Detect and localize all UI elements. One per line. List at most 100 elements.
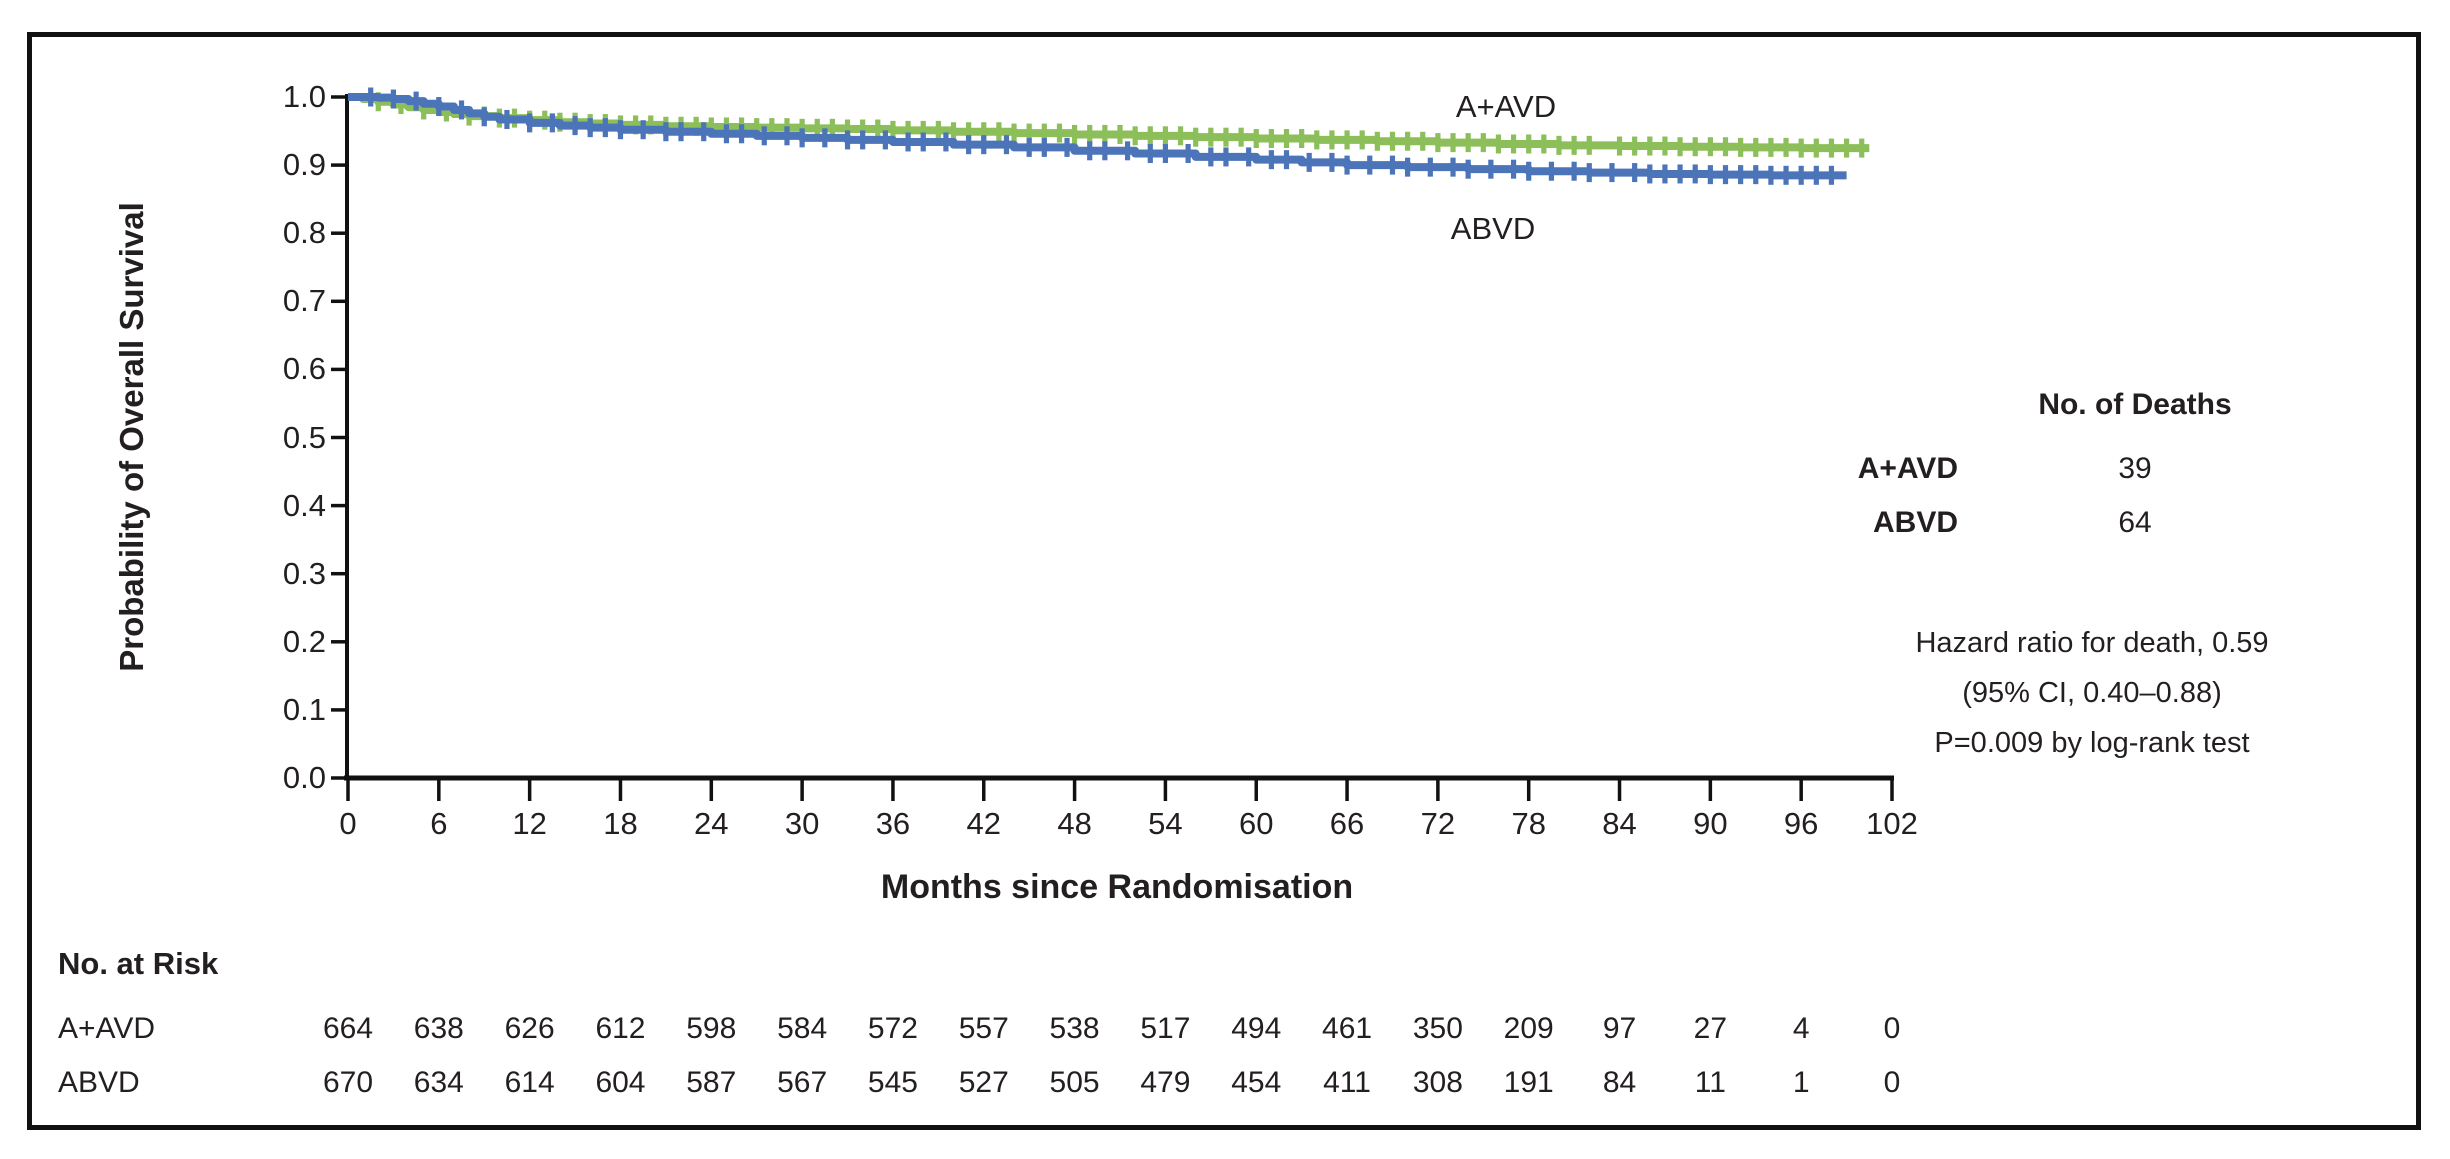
censor-tick — [1738, 165, 1744, 185]
deaths-row-label-a-avd: A+AVD — [1857, 452, 1958, 485]
risk-value: 505 — [1049, 1066, 1100, 1099]
censor-tick — [1026, 123, 1032, 143]
risk-value: 0 — [1883, 1012, 1901, 1045]
censor-tick — [1268, 150, 1274, 170]
risk-value: 494 — [1231, 1012, 1282, 1045]
censor-tick — [436, 97, 442, 117]
censor-tick — [648, 115, 654, 135]
censor-tick — [602, 118, 608, 138]
censor-tick — [769, 118, 775, 138]
x-tick-label: 6 — [430, 806, 448, 841]
risk-row-label-abvd: ABVD — [58, 1066, 140, 1099]
censor-tick — [1480, 133, 1486, 153]
risk-value: 634 — [413, 1066, 464, 1099]
censor-tick — [1662, 136, 1668, 156]
censor-tick — [1389, 131, 1396, 151]
risk-table-title: No. at Risk — [58, 946, 219, 981]
censor-tick — [1798, 138, 1804, 158]
censor-tick — [1813, 138, 1819, 158]
risk-value: 612 — [595, 1012, 646, 1045]
risk-value: 350 — [1412, 1012, 1463, 1045]
censor-tick — [1828, 165, 1835, 185]
censor-tick — [368, 87, 374, 107]
risk-value: 626 — [504, 1012, 555, 1045]
censor-tick — [693, 116, 699, 136]
risk-value: 461 — [1322, 1012, 1373, 1045]
censor-tick — [572, 116, 578, 136]
censor-tick — [1510, 134, 1517, 154]
y-tick-label: 0.5 — [282, 419, 326, 455]
x-tick-label: 12 — [512, 806, 547, 841]
censor-tick — [1495, 134, 1502, 154]
risk-value: 670 — [322, 1066, 374, 1099]
censor-tick — [1692, 164, 1698, 184]
censor-tick — [1435, 133, 1441, 153]
censor-tick — [950, 122, 957, 142]
censor-tick — [1223, 127, 1229, 147]
censor-tick — [1283, 150, 1290, 170]
censor-tick — [1003, 135, 1010, 155]
censor-tick — [1798, 165, 1804, 185]
risk-value: 209 — [1503, 1012, 1554, 1045]
censor-tick — [1389, 155, 1396, 175]
censor-tick — [1367, 155, 1373, 175]
risk-value: 191 — [1503, 1066, 1554, 1099]
y-tick-label: 1.0 — [282, 79, 326, 114]
censor-tick — [1162, 144, 1169, 164]
censor-tick — [1223, 147, 1229, 167]
censor-tick — [1722, 165, 1729, 185]
risk-value: 11 — [1694, 1066, 1726, 1099]
censor-tick — [1859, 138, 1865, 158]
censor-tick — [1405, 157, 1411, 177]
censor-tick — [633, 115, 639, 135]
censor-tick — [1329, 152, 1335, 172]
risk-value: 638 — [413, 1012, 464, 1045]
censor-tick — [1586, 163, 1592, 183]
censor-tick — [1132, 126, 1138, 146]
risk-value: 614 — [504, 1066, 555, 1099]
censor-tick — [1450, 133, 1456, 153]
x-tick-label: 60 — [1238, 806, 1274, 841]
x-tick-label: 30 — [784, 806, 820, 841]
censor-tick — [1064, 137, 1070, 157]
censor-tick — [1185, 144, 1191, 164]
censor-tick — [1071, 124, 1078, 144]
risk-value: 557 — [958, 1012, 1009, 1045]
censor-tick — [1707, 165, 1713, 185]
risk-value: 517 — [1140, 1012, 1191, 1045]
censor-tick — [678, 122, 684, 142]
censor-tick — [966, 122, 972, 142]
censor-tick — [738, 124, 745, 144]
censor-tick — [1753, 137, 1759, 157]
risk-value: 27 — [1693, 1012, 1728, 1045]
censor-tick — [860, 119, 866, 139]
censor-tick — [1420, 131, 1426, 151]
censor-tick — [1193, 127, 1199, 147]
censor-tick — [935, 120, 941, 140]
y-tick-label: 0.4 — [282, 487, 326, 523]
x-tick-label: 72 — [1420, 806, 1456, 841]
censor-tick — [527, 113, 533, 133]
censor-tick — [1102, 141, 1108, 161]
censor-tick — [1208, 147, 1214, 167]
risk-value: 97 — [1602, 1012, 1637, 1045]
confidence-interval-line: (95% CI, 0.40–0.88) — [1962, 677, 2222, 709]
censor-tick — [1647, 164, 1653, 184]
x-axis-title: Months since Randomisation — [880, 868, 1354, 906]
censor-tick — [587, 118, 593, 138]
curve-label-a-avd: A+AVD — [1455, 89, 1557, 124]
censor-tick — [1450, 157, 1456, 177]
censor-tick — [844, 130, 851, 150]
censor-tick — [1526, 134, 1532, 154]
risk-row-label-a-avd: A+AVD — [58, 1012, 155, 1045]
risk-value: 4 — [1792, 1012, 1810, 1045]
censor-tick — [1753, 165, 1759, 185]
censor-tick — [1246, 147, 1252, 167]
y-axis-title: Probability of Overall Survival — [113, 202, 150, 672]
hazard-ratio-line: Hazard ratio for death, 0.59 — [1915, 627, 2269, 659]
pvalue-line: P=0.009 by log-rank test — [1934, 727, 2250, 759]
x-tick-label: 84 — [1602, 806, 1637, 841]
censor-tick — [1548, 161, 1555, 181]
risk-value: 587 — [686, 1066, 737, 1099]
